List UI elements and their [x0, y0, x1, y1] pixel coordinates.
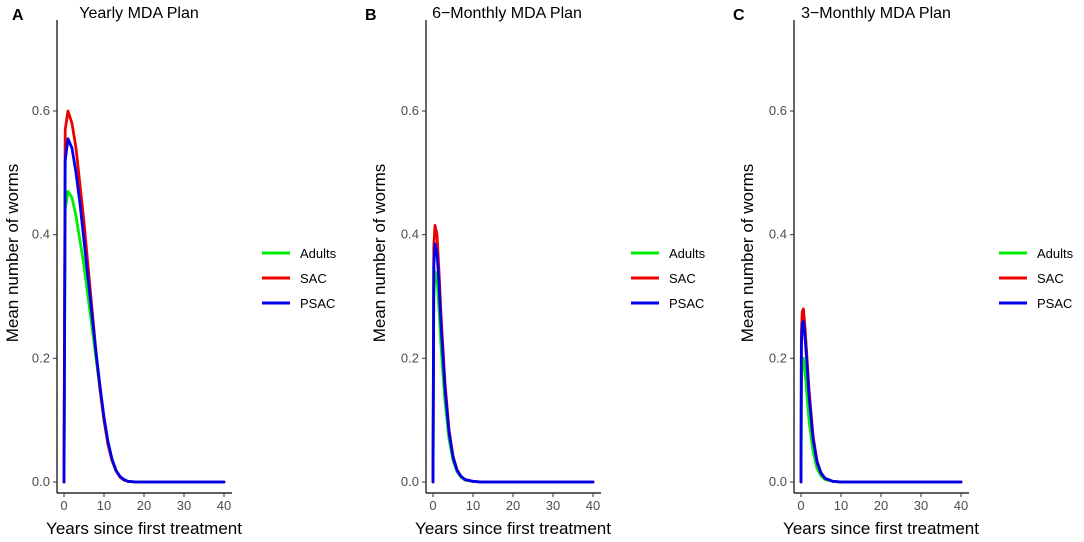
panel-a-series-psac — [62, 137, 226, 484]
panel-b-series-sac — [431, 223, 595, 484]
panel-b-y-axis-title: Mean number of worms — [370, 164, 389, 343]
panel-c-x-axis-title: Years since first treatment — [783, 519, 979, 538]
panel-a-y-axis-title: Mean number of worms — [3, 164, 22, 343]
panel-a-title: Yearly MDA Plan — [79, 5, 198, 22]
panel-a-label: A — [12, 7, 24, 24]
panel-b-label: B — [365, 7, 377, 24]
panel-b-y-tick-label: 0.0 — [401, 474, 419, 489]
panel-c-legend-label-psac: PSAC — [1037, 296, 1072, 311]
panel-b-series-psac — [431, 242, 595, 484]
panel-a-x-tick-label: 40 — [217, 498, 231, 513]
panel-c-legend-label-adults: Adults — [1037, 246, 1074, 261]
panel-b-series-adults — [431, 270, 595, 484]
panel-b-legend-label-sac: SAC — [669, 271, 696, 286]
panel-a-x-axis-title: Years since first treatment — [46, 519, 242, 538]
panel-a-y-tick-label: 0.0 — [32, 474, 50, 489]
panel-c-y-tick-label: 0.6 — [769, 103, 787, 118]
panel-c-y-tick-label: 0.0 — [769, 474, 787, 489]
panel-b-legend-label-adults: Adults — [669, 246, 706, 261]
panel-b-x-tick-label: 20 — [506, 498, 520, 513]
panel-c-x-tick-label: 30 — [914, 498, 928, 513]
panel-c-series-psac — [799, 319, 963, 484]
panel-c-series-adults — [799, 356, 963, 484]
panel-c-title: 3−Monthly MDA Plan — [801, 5, 951, 22]
panel-b-x-axis-title: Years since first treatment — [415, 519, 611, 538]
panel-b-x-tick-label: 0 — [429, 498, 436, 513]
panel-c-label: C — [733, 7, 745, 24]
panel-a-legend-label-psac: PSAC — [300, 296, 335, 311]
panel-b-title: 6−Monthly MDA Plan — [432, 5, 582, 22]
panel-b-y-tick-label: 0.6 — [401, 103, 419, 118]
panel-a-y-tick-label: 0.4 — [32, 227, 50, 242]
panel-a-series-adults — [62, 189, 226, 484]
panel-c-y-axis-title: Mean number of worms — [738, 164, 757, 343]
panel-a-legend-label-adults: Adults — [300, 246, 337, 261]
panel-c-y-tick-label: 0.2 — [769, 350, 787, 365]
panel-c-x-tick-label: 0 — [797, 498, 804, 513]
panel-b-x-tick-label: 40 — [586, 498, 600, 513]
panel-b-y-tick-label: 0.2 — [401, 350, 419, 365]
panel-b-legend-label-psac: PSAC — [669, 296, 704, 311]
panel-c-x-tick-label: 10 — [834, 498, 848, 513]
panel-b-y-tick-label: 0.4 — [401, 227, 419, 242]
panel-b-x-tick-label: 10 — [466, 498, 480, 513]
panel-c-x-tick-label: 20 — [874, 498, 888, 513]
panel-a-y-tick-label: 0.6 — [32, 103, 50, 118]
panel-a-legend-label-sac: SAC — [300, 271, 327, 286]
panel-c-series-sac — [799, 307, 963, 484]
panel-c-x-tick-label: 40 — [954, 498, 968, 513]
panel-c-y-tick-label: 0.4 — [769, 227, 787, 242]
panel-a-x-tick-label: 20 — [137, 498, 151, 513]
panel-a-x-tick-label: 10 — [97, 498, 111, 513]
panel-b-x-tick-label: 30 — [546, 498, 560, 513]
panel-a-y-tick-label: 0.2 — [32, 350, 50, 365]
panel-c-legend-label-sac: SAC — [1037, 271, 1064, 286]
panel-a-x-tick-label: 0 — [60, 498, 67, 513]
panel-a-x-tick-label: 30 — [177, 498, 191, 513]
